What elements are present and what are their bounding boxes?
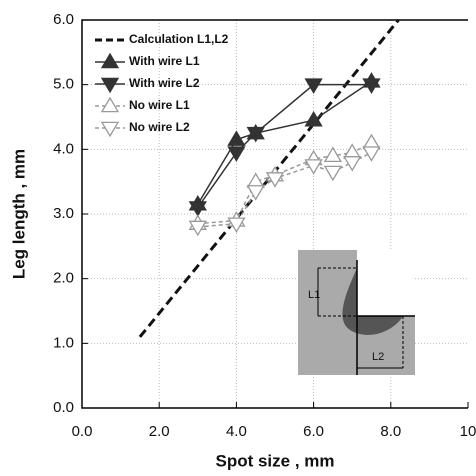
- y-tick-label: 2.0: [53, 270, 74, 287]
- inset-label: L1: [308, 289, 320, 301]
- y-axis-title: Leg length , mm: [9, 149, 28, 279]
- point: [246, 126, 265, 143]
- x-axis-title: Spot size , mm: [215, 451, 334, 470]
- point: [227, 130, 246, 146]
- point: [246, 185, 265, 201]
- legend-label: With wire L2: [129, 76, 200, 90]
- series-line: [197, 80, 372, 205]
- inset-corner: [357, 250, 415, 316]
- y-tick-label: 6.0: [53, 11, 74, 28]
- y-tick-label: 3.0: [53, 205, 74, 222]
- point: [227, 146, 246, 162]
- point: [304, 110, 323, 127]
- series-line: [197, 142, 372, 225]
- point: [323, 146, 343, 163]
- point: [265, 172, 285, 188]
- point: [188, 220, 207, 237]
- y-tick-label: 1.0: [53, 334, 74, 351]
- legend-label: Calculation L1,L2: [129, 32, 229, 46]
- legend-marker: [100, 96, 120, 113]
- point: [304, 78, 323, 94]
- inset-label: L2: [372, 351, 384, 363]
- legend-marker: [100, 121, 120, 138]
- point: [362, 146, 381, 162]
- inset: L1 L2: [298, 250, 415, 375]
- y-tick-label: 5.0: [53, 76, 74, 93]
- legend-marker: [100, 77, 120, 94]
- legend-label: No wire L2: [129, 120, 190, 134]
- legend-label: With wire L1: [129, 54, 200, 68]
- x-tick-label: 4.0: [226, 423, 247, 440]
- y-tick-label: 4.0: [53, 140, 74, 157]
- x-tick-label: 6.0: [303, 423, 324, 440]
- x-tick-label: 8.0: [380, 423, 401, 440]
- x-tick-label: 10: [460, 423, 476, 440]
- point: [227, 217, 246, 233]
- point: [304, 159, 323, 175]
- point: [323, 165, 343, 182]
- point: [343, 156, 362, 172]
- y-tick-label: 0.0: [53, 399, 74, 416]
- legend-label: No wire L1: [129, 98, 190, 112]
- axes: [81, 19, 468, 409]
- point: [188, 201, 207, 217]
- legend-marker: [100, 52, 120, 69]
- x-tick-label: 0.0: [72, 423, 93, 440]
- point: [362, 78, 381, 94]
- series-line: [197, 83, 372, 208]
- x-tick-label: 2.0: [149, 423, 170, 440]
- series-line: [197, 151, 372, 228]
